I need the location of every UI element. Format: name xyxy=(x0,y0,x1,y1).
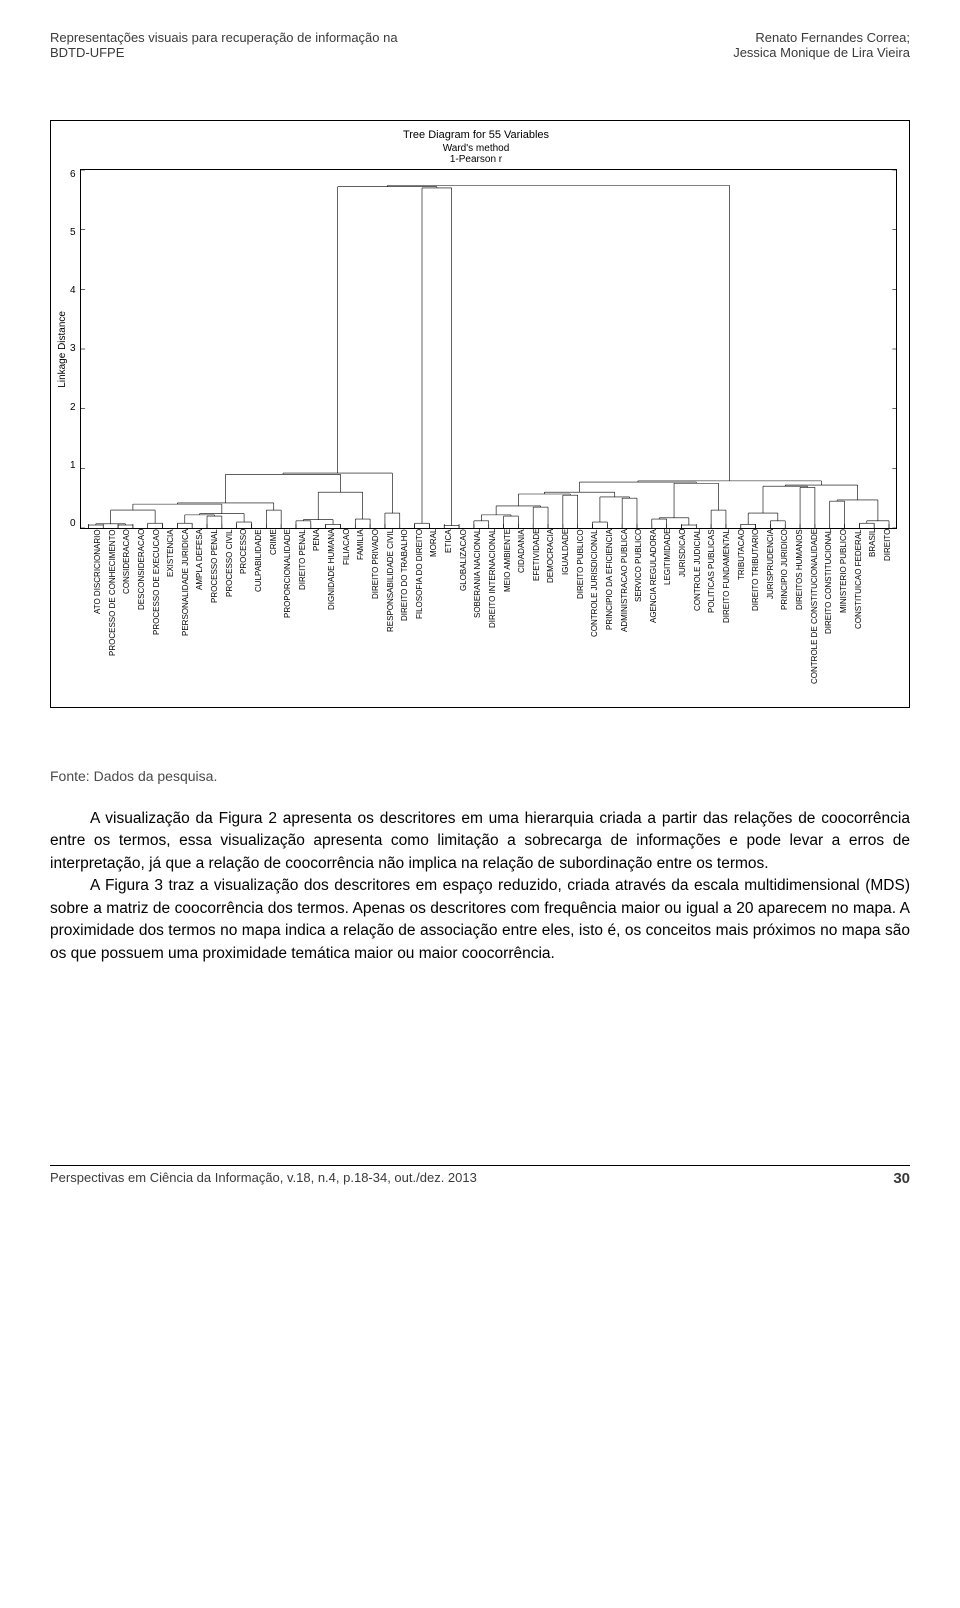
page-number: 30 xyxy=(893,1170,910,1187)
x-tick-label: GLOBALIZACAO xyxy=(459,529,474,699)
x-tick-label: PROCESSO DE EXECUCAO xyxy=(152,529,167,699)
x-tick-label: PRINCIPIO DA EFICIENCIA xyxy=(605,529,620,699)
dendrogram-svg xyxy=(81,170,896,528)
x-tick-label: AGENCIA REGULADORA xyxy=(649,529,664,699)
header-author-line2: Jessica Monique de Lira Vieira xyxy=(733,45,910,60)
x-tick-label: FILIACAO xyxy=(342,529,357,699)
x-tick-label: TRIBUTACAO xyxy=(737,529,752,699)
x-axis: ATO DISCRICIONARIOPROCESSO DE CONHECIMEN… xyxy=(79,529,897,699)
x-tick-label: PENA xyxy=(312,529,327,699)
y-tick: 3 xyxy=(70,343,76,354)
x-tick-label: PROCESSO PENAL xyxy=(210,529,225,699)
x-tick-label: DIREITO FUNDAMENTAL xyxy=(722,529,737,699)
x-tick-label: DIREITO CONSTITUCIONAL xyxy=(824,529,839,699)
x-tick-label: AMPLA DEFESA xyxy=(195,529,210,699)
x-tick-label: IGUALDADE xyxy=(561,529,576,699)
x-tick-label: DIREITOS HUMANOS xyxy=(795,529,810,699)
x-tick-label: ETICA xyxy=(444,529,459,699)
paragraph-2: A Figura 3 traz a visualização dos descr… xyxy=(50,875,910,965)
x-tick-label: MINISTERIO PUBLICO xyxy=(839,529,854,699)
y-tick: 6 xyxy=(70,169,76,180)
x-tick-label: CONSTITUICAO FEDERAL xyxy=(854,529,869,699)
x-tick-label: PROPORCIONALIDADE xyxy=(283,529,298,699)
x-tick-label: ADMINISTRACAO PUBLICA xyxy=(620,529,635,699)
x-tick-label: PERSONALIDADE JURIDICA xyxy=(181,529,196,699)
header-title-line2: BDTD-UFPE xyxy=(50,45,398,60)
x-tick-label: BRASIL xyxy=(868,529,883,699)
x-tick-label: RESPONSABILIDADE CIVIL xyxy=(386,529,401,699)
x-tick-label: DIREITO PENAL xyxy=(298,529,313,699)
x-tick-label: PROCESSO CIVIL xyxy=(225,529,240,699)
y-tick: 1 xyxy=(70,460,76,471)
body-text: A visualização da Figura 2 apresenta os … xyxy=(50,808,910,965)
x-tick-label: MEIO AMBIENTE xyxy=(503,529,518,699)
paragraph-1: A visualização da Figura 2 apresenta os … xyxy=(50,808,910,875)
y-tick: 5 xyxy=(70,227,76,238)
x-tick-label: CONTROLE DE CONSTITUCIONALIDADE xyxy=(810,529,825,699)
y-axis-label: Linkage Distance xyxy=(55,311,70,388)
page-footer: Perspectivas em Ciência da Informação, v… xyxy=(50,1166,910,1187)
x-tick-label: CONSIDERACAO xyxy=(122,529,137,699)
x-tick-label: EXISTENCIA xyxy=(166,529,181,699)
x-tick-label: PROCESSO DE CONHECIMENTO xyxy=(108,529,123,699)
x-tick-label: MORAL xyxy=(429,529,444,699)
x-tick-label: POLITICAS PUBLICAS xyxy=(707,529,722,699)
x-tick-label: DIREITO xyxy=(883,529,898,699)
x-tick-label: DESCONSIDERACAO xyxy=(137,529,152,699)
x-tick-label: PRINCIPIO JURIDICO xyxy=(780,529,795,699)
y-tick: 2 xyxy=(70,402,76,413)
x-tick-label: JURISPRUDENCIA xyxy=(766,529,781,699)
x-tick-label: FILOSOFIA DO DIREITO xyxy=(415,529,430,699)
header-title-line1: Representações visuais para recuperação … xyxy=(50,30,398,45)
x-tick-label: LEGITIMIDADE xyxy=(663,529,678,699)
figure-caption: Fonte: Dados da pesquisa. xyxy=(50,768,910,784)
x-tick-label: CIDADANIA xyxy=(517,529,532,699)
x-tick-label: DIREITO INTERNACIONAL xyxy=(488,529,503,699)
x-tick-label: DIREITO DO TRABALHO xyxy=(400,529,415,699)
x-tick-label: JURISDICAO xyxy=(678,529,693,699)
x-tick-label: DEMOCRACIA xyxy=(546,529,561,699)
footer-journal-ref: Perspectivas em Ciência da Informação, v… xyxy=(50,1170,477,1187)
x-tick-label: DIREITO PUBLICO xyxy=(576,529,591,699)
x-tick-label: CRIME xyxy=(269,529,284,699)
header-author-line1: Renato Fernandes Correa; xyxy=(733,30,910,45)
x-tick-label: SOBERANIA NACIONAL xyxy=(473,529,488,699)
x-tick-label: CONTROLE JURISDICIONAL xyxy=(590,529,605,699)
x-tick-label: CULPABILIDADE xyxy=(254,529,269,699)
x-tick-label: DIREITO TRIBUTARIO xyxy=(751,529,766,699)
chart-subtitle-2: 1-Pearson r xyxy=(55,154,897,165)
dendrogram-chart: Tree Diagram for 55 Variables Ward's met… xyxy=(50,120,910,708)
y-axis: 6 5 4 3 2 1 0 xyxy=(70,169,80,529)
header-right: Renato Fernandes Correa; Jessica Monique… xyxy=(733,30,910,60)
x-tick-label: SERVICO PUBLICO xyxy=(634,529,649,699)
x-tick-label: FAMILIA xyxy=(356,529,371,699)
x-tick-label: PROCESSO xyxy=(239,529,254,699)
plot-area xyxy=(80,169,897,529)
chart-title: Tree Diagram for 55 Variables xyxy=(55,129,897,141)
y-tick: 4 xyxy=(70,285,76,296)
x-tick-label: ATO DISCRICIONARIO xyxy=(93,529,108,699)
x-tick-label: DIREITO PRIVADO xyxy=(371,529,386,699)
y-tick: 0 xyxy=(70,518,76,529)
chart-subtitle-1: Ward's method xyxy=(55,143,897,154)
x-tick-label: DIGNIDADE HUMANA xyxy=(327,529,342,699)
header-left: Representações visuais para recuperação … xyxy=(50,30,398,60)
x-tick-label: EFETIVIDADE xyxy=(532,529,547,699)
x-tick-label: CONTROLE JUDICIAL xyxy=(693,529,708,699)
page-header: Representações visuais para recuperação … xyxy=(50,30,910,60)
